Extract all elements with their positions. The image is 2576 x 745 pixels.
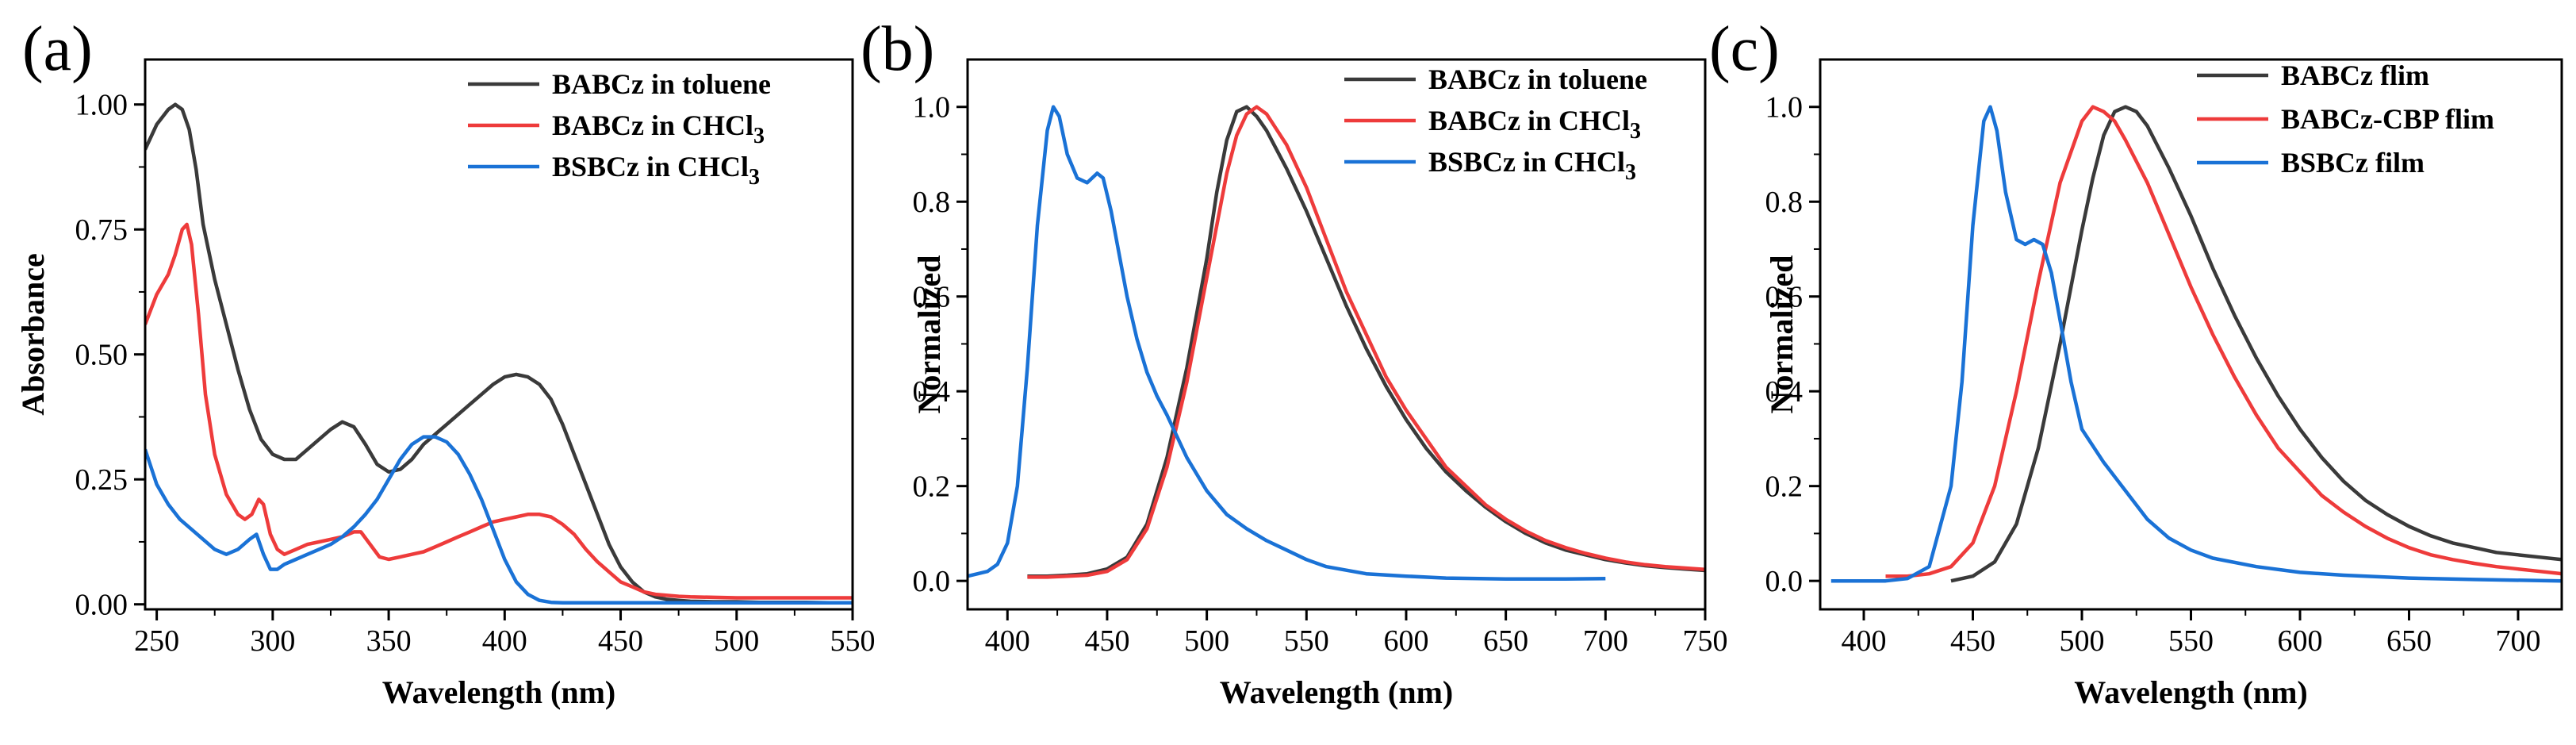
x-tick-label: 500 — [2060, 624, 2105, 658]
x-tick-label: 600 — [2278, 624, 2323, 658]
y-axis-label: Absorbance — [15, 253, 51, 415]
y-tick-label: 0.4 — [913, 375, 951, 409]
legend-entry: BABCz flim — [2281, 60, 2429, 91]
x-tick-label: 600 — [1383, 624, 1428, 658]
y-tick-label: 0.8 — [1765, 186, 1804, 219]
y-tick-label: 0.00 — [75, 589, 128, 622]
x-tick-label: 250 — [134, 624, 179, 658]
x-tick-label: 350 — [366, 624, 412, 658]
x-tick-label: 500 — [1184, 624, 1229, 658]
x-tick-label: 550 — [1284, 624, 1329, 658]
x-tick-label: 300 — [250, 624, 295, 658]
x-axis-label: Wavelength (nm) — [1220, 674, 1453, 710]
x-tick-label: 400 — [482, 624, 527, 658]
y-tick-label: 0.8 — [913, 186, 951, 219]
series-line-1 — [145, 102, 853, 605]
legend-entry: BSBCz in CHCl3 — [552, 151, 760, 190]
plot-frame — [1819, 58, 2563, 611]
chart-panel-a: (a) 250 300 350 400 450 500 550 0.00 0.25 0.50 0.75… — [15, 14, 876, 710]
series-line-2 — [145, 222, 853, 600]
y-tick-label: 0.50 — [75, 339, 128, 372]
y-tick-label: 0.75 — [75, 213, 128, 247]
y-tick-label: 0.0 — [1765, 565, 1804, 598]
x-tick-label: 650 — [2386, 624, 2432, 658]
series-line-2 — [1885, 105, 2562, 578]
x-tick-label: 750 — [1683, 624, 1728, 658]
series-line-2 — [1027, 105, 1705, 579]
plot-frame — [144, 58, 854, 611]
y-tick-label: 1.00 — [75, 89, 128, 122]
x-tick-label: 400 — [1842, 624, 1887, 658]
x-tick-label: 650 — [1483, 624, 1528, 658]
x-tick-label: 700 — [1583, 624, 1628, 658]
x-tick-label: 450 — [1084, 624, 1129, 658]
x-tick-label: 550 — [830, 624, 876, 658]
y-tick-label: 0.2 — [913, 470, 951, 504]
panel-label: (b) — [861, 14, 934, 84]
legend-entry: BABCz in toluene — [1428, 63, 1647, 95]
y-tick-label: 0.4 — [1765, 375, 1804, 409]
legend-entry: BSBCz film — [2281, 147, 2425, 179]
y-tick-label: 1.0 — [913, 91, 951, 125]
legend-entry: BABCz in CHCl3 — [1428, 105, 1641, 144]
y-tick-label: 0.25 — [75, 463, 128, 497]
plot-frame — [966, 58, 1707, 611]
y-axis-label: Normalized — [911, 255, 947, 414]
chart-panel-b: (b) 400 450 500 550 600 650 700 750 0.0 0.2 0.4 0.6 0… — [861, 14, 1728, 710]
y-tick-label: 1.0 — [1765, 91, 1804, 125]
x-tick-label: 550 — [2168, 624, 2214, 658]
series-line-3 — [968, 105, 1606, 582]
panel-label: (c) — [1709, 14, 1780, 84]
legend-entry: BABCz in CHCl3 — [552, 109, 765, 148]
series-line-3 — [1830, 105, 2562, 583]
panel-label: (a) — [22, 14, 93, 84]
legend-entry: BABCz in toluene — [552, 68, 771, 100]
legend-entry: BSBCz in CHCl3 — [1428, 146, 1636, 185]
x-tick-label: 450 — [598, 624, 643, 658]
legend-entry: BABCz-CBP flim — [2281, 103, 2494, 135]
y-tick-label: 0.6 — [913, 281, 951, 314]
x-tick-label: 700 — [2496, 624, 2541, 658]
x-axis-label: Wavelength (nm) — [382, 674, 615, 710]
x-tick-label: 450 — [1950, 624, 1995, 658]
series-line-1 — [1950, 105, 2562, 583]
chart-panel-c: (c) 400 450 500 550 600 650 700 0.0 0.2 0.4 0.6 0.8 1… — [1709, 14, 2563, 710]
y-tick-label: 0.6 — [1765, 281, 1804, 314]
series-line-3 — [145, 435, 853, 605]
x-tick-label: 400 — [985, 624, 1030, 658]
x-tick-label: 500 — [714, 624, 759, 658]
y-tick-label: 0.0 — [913, 565, 951, 598]
y-tick-label: 0.2 — [1765, 470, 1804, 504]
x-axis-label: Wavelength (nm) — [2074, 674, 2307, 710]
y-axis-label: Normalized — [1764, 255, 1800, 414]
